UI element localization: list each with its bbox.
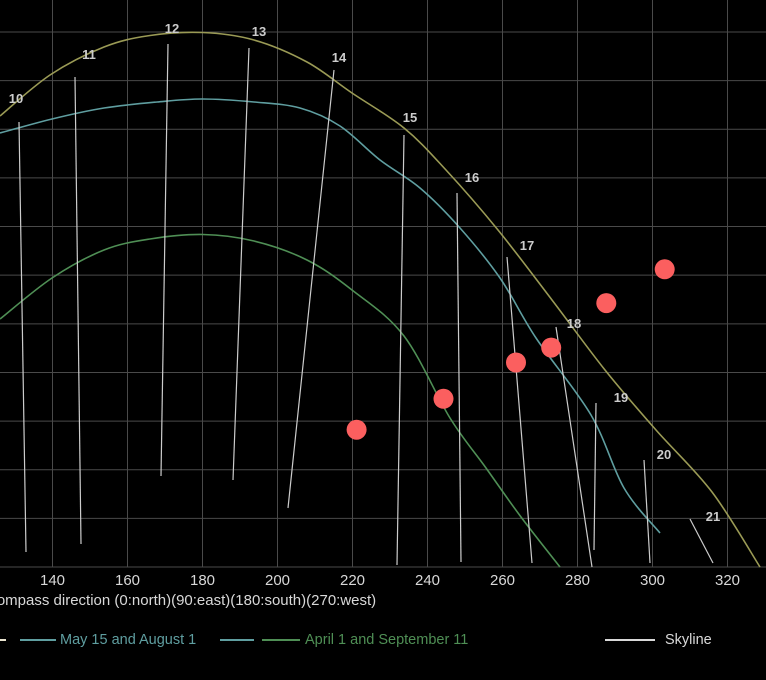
svg-text:280: 280	[565, 572, 590, 589]
svg-text:160: 160	[115, 572, 140, 589]
svg-text:300: 300	[640, 572, 665, 589]
svg-text:16: 16	[465, 170, 479, 185]
svg-text:180: 180	[190, 572, 215, 589]
svg-text:17: 17	[520, 238, 534, 253]
svg-text:320: 320	[715, 572, 740, 589]
svg-text:260: 260	[490, 572, 515, 589]
svg-text:18: 18	[567, 316, 581, 331]
svg-text:200: 200	[265, 572, 290, 589]
svg-text:12: 12	[165, 21, 179, 36]
svg-text:10: 10	[9, 91, 23, 106]
svg-text:13: 13	[252, 24, 266, 39]
svg-text:19: 19	[614, 390, 628, 405]
svg-text:20: 20	[657, 447, 671, 462]
svg-text:14: 14	[332, 50, 347, 65]
svg-text:140: 140	[40, 572, 65, 589]
svg-text:15: 15	[403, 110, 417, 125]
svg-text:220: 220	[340, 572, 365, 589]
svg-text:11: 11	[82, 47, 96, 62]
svg-text:240: 240	[415, 572, 440, 589]
svg-text:21: 21	[706, 509, 720, 524]
